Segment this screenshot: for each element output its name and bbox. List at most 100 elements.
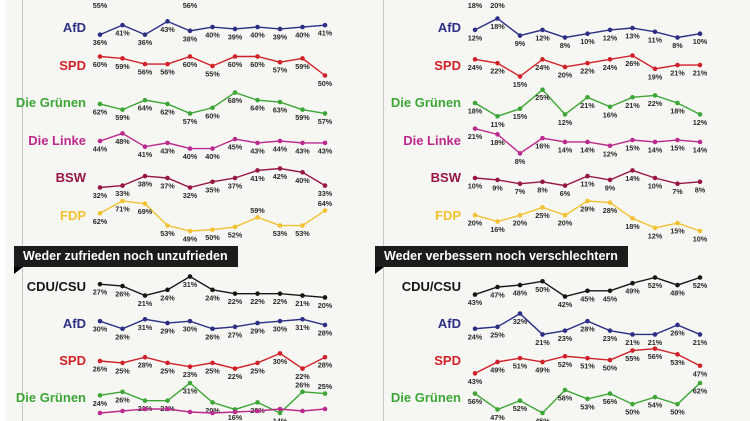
data-point xyxy=(232,409,238,415)
value-label: 47% xyxy=(693,369,708,378)
data-point xyxy=(697,62,703,67)
value-label: 14% xyxy=(625,174,640,183)
chart-row-afd: AfD 30% 26% 31% 29% 30% 26% 27% 29% 30% 31% 28% xyxy=(0,304,375,350)
data-point xyxy=(517,311,523,316)
value-label: 25% xyxy=(535,93,550,102)
data-point xyxy=(630,280,635,286)
data-point xyxy=(585,60,590,66)
data-point xyxy=(540,179,545,185)
value-label: 48% xyxy=(670,289,685,298)
value-label: 59% xyxy=(295,61,310,70)
data-point xyxy=(607,104,613,110)
value-label: 19% xyxy=(648,72,663,81)
data-point xyxy=(607,328,613,333)
data-point xyxy=(255,400,260,405)
value-label: 10% xyxy=(693,235,708,244)
data-point xyxy=(540,359,545,365)
data-point xyxy=(322,208,328,213)
data-point xyxy=(322,72,328,78)
data-point xyxy=(97,101,103,107)
data-point xyxy=(697,275,703,280)
sparkline: 26% 25% 28% 25% 23% 25% 22% 25% 30% 22% 28% xyxy=(93,351,333,381)
value-label: 47% xyxy=(490,413,505,421)
data-point xyxy=(277,223,283,228)
value-label: 24% xyxy=(468,332,483,341)
data-point xyxy=(585,198,590,204)
value-label: 25% xyxy=(115,366,130,375)
value-label: 26% xyxy=(670,328,685,337)
party-label: Die Grünen xyxy=(390,390,461,405)
value-label: 50% xyxy=(670,408,685,417)
data-point xyxy=(630,168,635,174)
value-label: 12% xyxy=(558,118,573,127)
value-label: 21% xyxy=(138,299,153,308)
column-divider xyxy=(383,0,384,421)
partial-top-value-label: 18% xyxy=(467,1,483,10)
value-label: 31% xyxy=(183,387,198,396)
data-point xyxy=(165,398,170,403)
data-point xyxy=(322,22,328,28)
value-label: 43% xyxy=(160,146,175,155)
data-point xyxy=(607,288,613,294)
data-point xyxy=(652,346,658,351)
data-point xyxy=(585,31,590,36)
value-label: 56% xyxy=(138,67,153,76)
data-point xyxy=(517,150,523,156)
value-label: 25% xyxy=(535,211,550,220)
data-point xyxy=(255,98,260,103)
data-point xyxy=(540,332,545,337)
value-label: 8% xyxy=(515,157,526,166)
data-point xyxy=(142,98,148,103)
value-label: 18% xyxy=(625,222,640,231)
data-point xyxy=(562,183,568,189)
sparkline: 62% 71% 69% 53% 49% 50% 52% 59% 53% 53% 64% xyxy=(93,198,333,244)
data-point xyxy=(495,16,500,21)
data-point xyxy=(585,139,590,145)
value-label: 8% xyxy=(672,41,683,50)
chart-row-spd: SPD 24% 22% 15% 24% 20% 22% 24% 26% 19% 21% 21% xyxy=(375,46,750,92)
data-point xyxy=(277,410,283,416)
data-point xyxy=(630,25,635,31)
data-point xyxy=(675,181,680,187)
data-point xyxy=(277,59,283,65)
value-label: 59% xyxy=(295,113,310,122)
value-label: 26% xyxy=(115,290,130,299)
party-label: SPD xyxy=(434,353,461,368)
data-point xyxy=(495,131,500,137)
data-point xyxy=(142,406,148,412)
value-label: 9% xyxy=(515,39,526,48)
data-point xyxy=(232,366,238,371)
value-label: 8% xyxy=(560,41,571,50)
data-point xyxy=(675,100,680,106)
data-point xyxy=(472,100,478,106)
chart-row-partial-die-linke xyxy=(0,404,375,421)
value-label: 13% xyxy=(625,32,640,41)
data-point xyxy=(495,177,500,183)
data-point xyxy=(300,293,305,298)
data-point xyxy=(255,168,260,174)
value-label: 30% xyxy=(273,325,288,334)
value-label: 36% xyxy=(93,38,108,47)
value-label: 32% xyxy=(183,191,198,200)
value-label: 56% xyxy=(160,67,175,76)
sparkline: 32% 33% 38% 37% 32% 35% 37% 41% 42% 40% 33% xyxy=(93,166,333,200)
data-point xyxy=(97,393,103,398)
value-label: 25% xyxy=(250,366,265,375)
value-label: 50% xyxy=(318,79,333,88)
data-point xyxy=(97,281,103,287)
party-label: Die Grünen xyxy=(390,95,461,111)
value-label: 62% xyxy=(160,108,175,117)
value-label: 27% xyxy=(93,288,108,297)
value-label: 10% xyxy=(468,182,483,191)
chart-row-die-linke: Die Linke 21% 18% 8% 16% 14% 14% 12% 15% 14% 15% 14… xyxy=(375,121,750,167)
data-point xyxy=(255,291,260,296)
value-label: 21% xyxy=(670,68,685,77)
data-point xyxy=(652,275,658,280)
data-point xyxy=(607,56,613,62)
data-point xyxy=(495,60,500,66)
data-point xyxy=(675,401,680,407)
data-point xyxy=(300,107,305,113)
data-point xyxy=(607,27,613,33)
data-point xyxy=(517,73,523,79)
data-point xyxy=(472,176,478,181)
